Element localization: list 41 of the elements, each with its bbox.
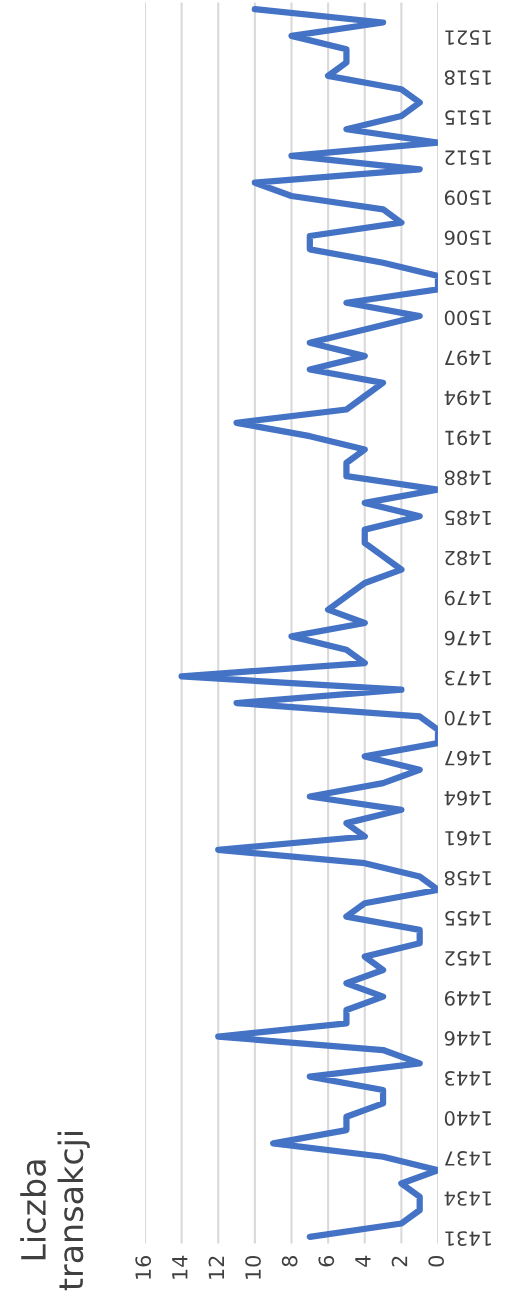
- y-tick-label: 1497: [445, 350, 491, 366]
- x-tick-label: 0: [428, 1255, 445, 1267]
- y-tick-label: 1461: [445, 830, 491, 846]
- x-tick-label: 2: [391, 1256, 408, 1267]
- x-tick-label: 16: [135, 1255, 152, 1279]
- y-tick-label: 1494: [444, 390, 491, 406]
- y-tick-label: 1503: [445, 270, 491, 286]
- y-tick-label: 1458: [444, 870, 491, 886]
- x-tick-label: 10: [245, 1255, 261, 1279]
- y-tick-label: 1500: [444, 310, 491, 326]
- y-tick-label: 1455: [445, 910, 491, 926]
- y-tick-label: 1485: [445, 510, 491, 526]
- y-tick-label: 1446: [444, 1031, 491, 1046]
- x-tick-label: 14: [172, 1255, 188, 1279]
- y-tick-label: 1440: [444, 1111, 491, 1126]
- y-tick-label: 1452: [445, 950, 491, 966]
- y-tick-label: 1464: [444, 790, 491, 806]
- y-tick-label: 1506: [444, 230, 491, 246]
- y-tick-label: 1482: [445, 550, 491, 566]
- x-tick-label: 4: [355, 1255, 371, 1267]
- y-tick-label: 1509: [444, 190, 491, 206]
- y-tick-label: 1521: [445, 30, 491, 45]
- y-tick-label: 1473: [445, 670, 491, 686]
- y-tick-label: 1443: [445, 1071, 491, 1086]
- y-tick-label: 1437: [445, 1151, 491, 1166]
- y-tick-label: 1512: [445, 150, 491, 166]
- y-tick-label: 1470: [444, 710, 491, 726]
- y-tick-label: 1515: [445, 110, 491, 125]
- y-tick-label: 1476: [444, 630, 491, 646]
- x-tick-label: 6: [318, 1255, 335, 1267]
- y-tick-label: 1488: [444, 470, 491, 486]
- y-tick-label: 1491: [445, 430, 491, 446]
- y-axis-title: Liczba transakcji: [20, 1131, 90, 1291]
- x-tick-label: 8: [281, 1256, 298, 1267]
- y-tick-label: 1479: [444, 590, 491, 606]
- y-tick-label: 1518: [444, 70, 491, 85]
- y-tick-label: 1434: [444, 1191, 491, 1206]
- x-tick-label: 12: [208, 1256, 224, 1279]
- y-tick-label: 1467: [445, 750, 491, 766]
- y-tick-label: 1431: [445, 1231, 491, 1246]
- y-tick-label: 1449: [444, 990, 491, 1006]
